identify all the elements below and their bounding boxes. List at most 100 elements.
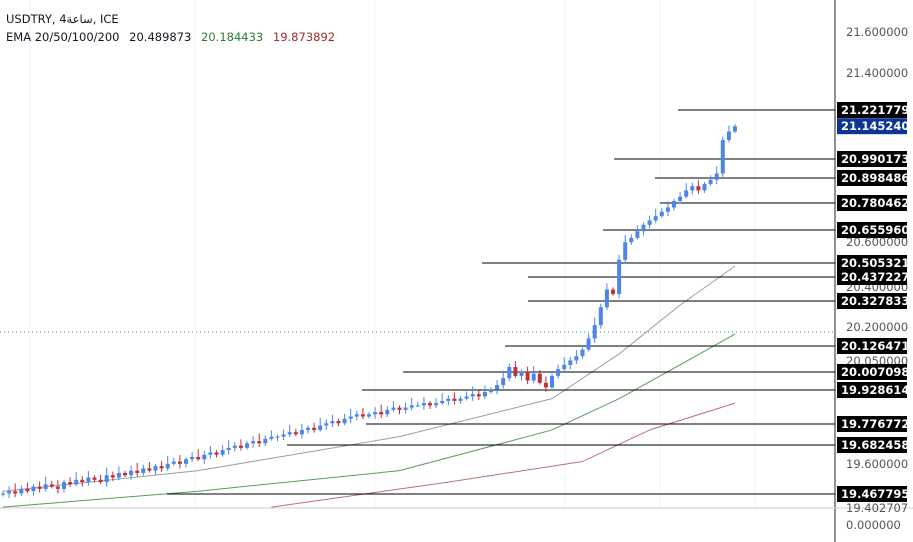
candle-body [208,452,213,455]
level-tag-text: 20.898486 [841,171,909,185]
candle-body [647,220,652,225]
candle-body [202,454,207,460]
candle-body [421,403,426,406]
ema50-value: 20.184433 [201,30,264,44]
candle-body [409,405,414,408]
level-tag [837,437,907,453]
candle-body [507,367,512,379]
candle-body [684,190,689,197]
candle-body [617,259,622,294]
candle-body [531,373,536,381]
symbol-title: USDTRY, 4ساعة, ICE [6,12,119,26]
candle-body [665,207,670,212]
candle-body [62,482,66,489]
candle-body [141,468,146,473]
axis-label: 19.600000 [846,457,908,471]
candle-body [513,367,518,376]
candle-body [7,491,12,494]
candle-body [726,131,731,140]
level-tag-text: 20.505321 [841,256,909,270]
candle-body [165,463,170,469]
level-tag-text: 20.327833 [841,294,909,308]
candle-body [226,447,231,451]
level-tag [837,382,907,398]
axis-label: 21.600000 [846,25,908,39]
candle-body [312,427,317,430]
level-tag-text: 21.221779 [841,103,909,117]
candle-body [104,475,109,483]
candle-body [367,414,371,417]
candle-body [489,389,493,392]
candle-body [525,371,530,381]
level-tag [837,416,907,432]
candle-body [458,398,463,401]
ema-legend: EMA 20/50/100/200 20.489873 20.184433 19… [6,28,335,46]
ema20-line [2,265,736,492]
candle-body [263,438,268,444]
candle-body [440,400,445,404]
candle-body [385,409,390,415]
candle-body [306,427,310,430]
level-tag-text: 20.780462 [841,196,909,210]
current-price-text: 21.145240 [841,119,909,133]
candle-body [519,371,524,376]
candle-body [446,398,451,401]
candle-body [604,289,609,308]
candle-body [190,456,195,460]
ema-label: EMA 20/50/100/200 [6,30,120,44]
candle-body [470,394,475,397]
candle-body [592,325,597,339]
candle-body [537,373,542,383]
level-tag [837,102,907,118]
candle-body [403,407,408,410]
candle-body [177,461,182,464]
candle-body [379,412,384,415]
level-tag [837,269,907,285]
ema50-line [2,333,736,508]
candle-body [586,338,591,350]
candle-body [55,486,60,489]
candle-body [293,432,298,435]
candle-body [415,405,420,407]
level-tag [837,486,907,502]
level-tag-text: 20.437227 [841,270,909,284]
candle-body [348,416,353,419]
candle-body [336,421,341,424]
candle-body [220,450,225,455]
candle-body [269,436,274,439]
candle-body [147,468,152,471]
ema100-value: 19.873892 [272,30,336,44]
level-tag-text: 20.007098 [841,365,909,379]
candle-body [360,414,365,417]
level-tag-text: 19.682458 [841,438,909,452]
ema20-value: 20.489873 [129,30,192,44]
candle-body [635,231,640,238]
candle-body [1,493,5,495]
level-tag-text: 20.655960 [841,223,909,237]
level-tag-text: 20.126471 [841,339,909,353]
candle-body [196,456,201,460]
candle-body [251,441,256,444]
candle-body [171,461,176,464]
level-tag [837,195,907,211]
level-tag [837,338,907,354]
candle-body [25,488,30,492]
candle-body [275,436,280,438]
candle-body [598,307,603,326]
candle-body [501,378,506,386]
candle-body [653,216,658,221]
candle-body [672,200,676,208]
candle-body [623,242,628,260]
candle-body [550,375,554,388]
candle-body [299,429,304,435]
candle-body [153,466,158,471]
candle-body [135,470,140,473]
level-tag-text: 19.776772 [841,417,909,431]
candle-body [611,289,615,294]
candle-body [696,186,701,191]
candle-body [452,398,457,401]
candle-body [159,466,164,469]
candle-body [428,403,432,406]
